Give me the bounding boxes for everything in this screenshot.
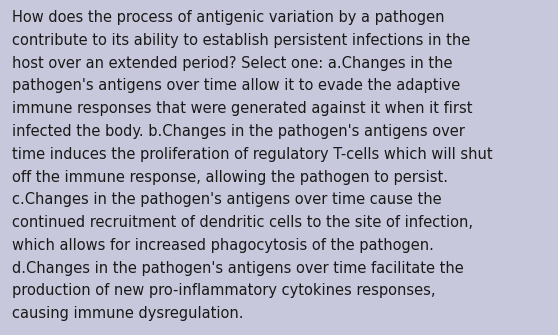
Text: How does the process of antigenic variation by a pathogen: How does the process of antigenic variat… — [12, 10, 445, 25]
Text: d.Changes in the pathogen's antigens over time facilitate the: d.Changes in the pathogen's antigens ove… — [12, 261, 464, 276]
Text: continued recruitment of dendritic cells to the site of infection,: continued recruitment of dendritic cells… — [12, 215, 473, 230]
Text: causing immune dysregulation.: causing immune dysregulation. — [12, 306, 244, 321]
Text: time induces the proliferation of regulatory T-cells which will shut: time induces the proliferation of regula… — [12, 147, 493, 162]
Text: contribute to its ability to establish persistent infections in the: contribute to its ability to establish p… — [12, 33, 470, 48]
Text: c.Changes in the pathogen's antigens over time cause the: c.Changes in the pathogen's antigens ove… — [12, 192, 442, 207]
Text: which allows for increased phagocytosis of the pathogen.: which allows for increased phagocytosis … — [12, 238, 434, 253]
Text: production of new pro-inflammatory cytokines responses,: production of new pro-inflammatory cytok… — [12, 283, 436, 298]
Text: off the immune response, allowing the pathogen to persist.: off the immune response, allowing the pa… — [12, 170, 448, 185]
Text: host over an extended period? Select one: a.Changes in the: host over an extended period? Select one… — [12, 56, 453, 71]
Text: pathogen's antigens over time allow it to evade the adaptive: pathogen's antigens over time allow it t… — [12, 78, 460, 93]
Text: immune responses that were generated against it when it first: immune responses that were generated aga… — [12, 101, 473, 116]
Text: infected the body. b.Changes in the pathogen's antigens over: infected the body. b.Changes in the path… — [12, 124, 465, 139]
